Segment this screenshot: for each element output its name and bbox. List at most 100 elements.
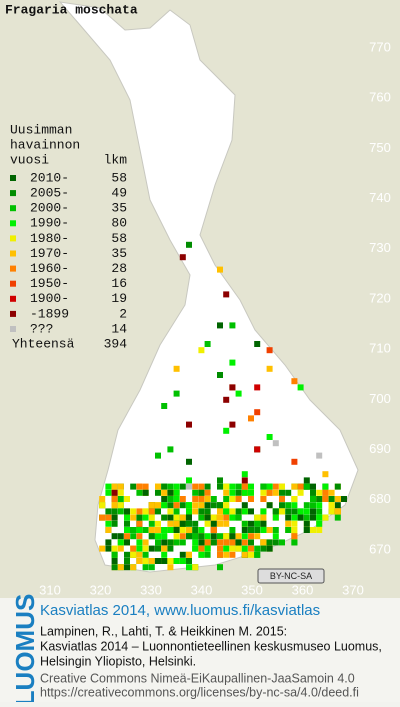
observation-square bbox=[142, 551, 149, 558]
observation-square bbox=[124, 564, 130, 571]
observation-square bbox=[111, 520, 118, 527]
observation-square bbox=[316, 514, 323, 521]
observation-square bbox=[130, 551, 137, 558]
legend-count: 35 bbox=[111, 246, 127, 261]
observation-square bbox=[210, 502, 217, 509]
observation-square bbox=[136, 545, 143, 552]
observation-square bbox=[173, 365, 180, 372]
legend-label: 1950- bbox=[30, 276, 69, 291]
observation-square bbox=[241, 489, 248, 496]
logo: LUOMUS bbox=[10, 594, 40, 702]
observation-square bbox=[266, 527, 273, 533]
observation-square bbox=[155, 508, 161, 515]
observation-square bbox=[248, 489, 254, 496]
observation-square bbox=[260, 483, 267, 490]
observation-square bbox=[229, 539, 236, 546]
legend-swatch bbox=[10, 250, 16, 257]
observation-square bbox=[136, 551, 143, 558]
observation-square bbox=[186, 483, 192, 490]
observation-square bbox=[148, 520, 155, 527]
footer-background bbox=[0, 598, 400, 702]
legend-label: 2010- bbox=[30, 170, 69, 185]
observation-square bbox=[285, 520, 292, 527]
observation-square bbox=[167, 520, 174, 527]
observation-square bbox=[148, 564, 155, 571]
observation-square bbox=[303, 483, 310, 490]
observation-square bbox=[179, 514, 186, 521]
observation-square bbox=[204, 489, 211, 496]
observation-square bbox=[117, 545, 124, 552]
observation-square bbox=[148, 558, 155, 564]
observation-square bbox=[136, 533, 143, 540]
observation-square bbox=[186, 558, 192, 564]
license-line: https://creativecommons.org/licenses/by-… bbox=[40, 685, 359, 699]
observation-square bbox=[241, 527, 248, 533]
legend-heading: havainnon bbox=[10, 137, 80, 152]
observation-square bbox=[328, 508, 335, 515]
observation-square bbox=[254, 520, 261, 527]
observation-square bbox=[303, 508, 310, 515]
legend-label: -1899 bbox=[30, 306, 69, 321]
observation-square bbox=[148, 545, 155, 552]
observation-square bbox=[322, 489, 329, 496]
observation-square bbox=[198, 496, 205, 502]
observation-square bbox=[254, 446, 261, 453]
observation-square bbox=[186, 551, 192, 558]
observation-square bbox=[210, 520, 217, 527]
observation-square bbox=[192, 489, 199, 496]
observation-square bbox=[291, 378, 298, 385]
east-coordinate: 340 bbox=[191, 582, 213, 597]
observation-square bbox=[204, 502, 211, 509]
observation-square bbox=[241, 477, 248, 484]
observation-square bbox=[316, 527, 323, 533]
observation-square bbox=[186, 520, 192, 527]
observation-square bbox=[155, 483, 161, 490]
observation-square bbox=[167, 446, 174, 453]
observation-square bbox=[192, 520, 199, 527]
observation-square bbox=[142, 558, 149, 564]
observation-square bbox=[179, 502, 186, 509]
observation-square bbox=[266, 365, 273, 372]
observation-square bbox=[173, 514, 180, 521]
observation-square bbox=[173, 508, 180, 515]
observation-square bbox=[316, 496, 323, 502]
observation-square bbox=[130, 483, 137, 490]
observation-square bbox=[204, 545, 211, 552]
observation-square bbox=[192, 483, 199, 490]
observation-square bbox=[272, 514, 279, 521]
observation-square bbox=[204, 508, 211, 515]
observation-square bbox=[167, 527, 174, 533]
observation-square bbox=[173, 390, 180, 397]
observation-square bbox=[310, 508, 316, 515]
east-coordinate: 350 bbox=[241, 582, 263, 597]
observation-square bbox=[328, 496, 335, 502]
legend-swatch bbox=[10, 326, 16, 332]
legend-label: 1970- bbox=[30, 246, 69, 261]
observation-square bbox=[148, 527, 155, 533]
observation-square bbox=[322, 483, 329, 490]
observation-square bbox=[297, 489, 304, 496]
observation-square bbox=[248, 508, 254, 515]
observation-square bbox=[217, 564, 223, 571]
observation-square bbox=[260, 527, 267, 533]
observation-square bbox=[217, 502, 223, 509]
east-coordinate: 370 bbox=[342, 582, 364, 597]
observation-square bbox=[248, 545, 254, 552]
observation-square bbox=[241, 545, 248, 552]
observation-square bbox=[186, 514, 192, 521]
observation-square bbox=[266, 434, 273, 440]
observation-square bbox=[235, 508, 242, 515]
observation-square bbox=[303, 520, 310, 527]
observation-square bbox=[297, 483, 304, 490]
observation-square bbox=[204, 341, 211, 347]
observation-square bbox=[334, 508, 341, 515]
legend-swatch bbox=[10, 295, 16, 302]
legend-count: 19 bbox=[111, 291, 127, 306]
observation-square bbox=[297, 384, 304, 391]
observation-square bbox=[229, 483, 236, 490]
observation-square bbox=[161, 403, 168, 409]
observation-square bbox=[291, 514, 298, 521]
observation-square bbox=[198, 551, 205, 558]
observation-square bbox=[155, 527, 161, 533]
observation-square bbox=[291, 458, 298, 465]
